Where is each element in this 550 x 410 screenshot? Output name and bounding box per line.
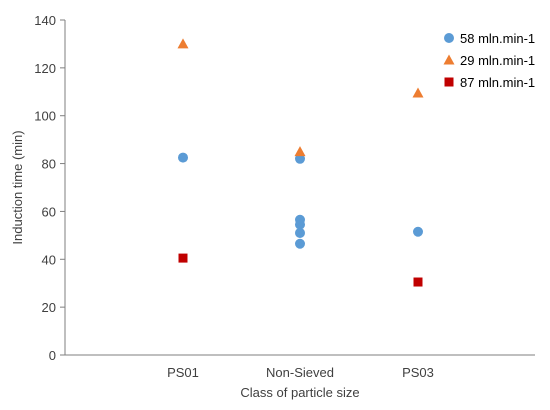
data-point xyxy=(177,38,189,49)
data-point xyxy=(295,153,305,164)
y-axis: 0 20 40 60 80 100 120 140 xyxy=(34,13,66,363)
data-point xyxy=(412,87,424,98)
y-tick-label: 80 xyxy=(42,157,56,172)
y-tick-label: 140 xyxy=(34,13,56,28)
data-point xyxy=(294,146,306,157)
y-tick-label: 100 xyxy=(34,109,56,124)
y-tick-label: 20 xyxy=(42,300,56,315)
data-point xyxy=(413,277,423,287)
data-point xyxy=(295,227,305,238)
x-tick-label: Non-Sieved xyxy=(266,365,334,380)
legend-marker xyxy=(444,77,454,87)
y-tick-label: 60 xyxy=(42,204,56,219)
y-axis-title: Induction time (min) xyxy=(10,130,25,244)
data-points xyxy=(177,38,424,287)
x-axis: PS01 Non-Sieved PS03 xyxy=(65,354,535,380)
y-tick-label: 120 xyxy=(34,61,56,76)
x-axis-title: Class of particle size xyxy=(240,385,359,400)
legend: 58 mln.min-1 29 mln.min-1 87 mln.min-1 xyxy=(443,31,535,90)
data-point xyxy=(295,219,305,230)
x-tick-label: PS03 xyxy=(402,365,434,380)
legend-marker xyxy=(444,33,454,43)
y-tick-label: 40 xyxy=(42,252,56,267)
legend-label: 58 mln.min-1 xyxy=(460,31,535,46)
data-point xyxy=(178,152,188,163)
legend-label: 87 mln.min-1 xyxy=(460,75,535,90)
data-point xyxy=(178,253,188,263)
data-point xyxy=(413,226,423,237)
legend-marker xyxy=(443,54,455,65)
y-tick-label: 0 xyxy=(49,348,56,363)
x-tick-label: PS01 xyxy=(167,365,199,380)
legend-label: 29 mln.min-1 xyxy=(460,53,535,68)
data-point xyxy=(295,238,305,249)
